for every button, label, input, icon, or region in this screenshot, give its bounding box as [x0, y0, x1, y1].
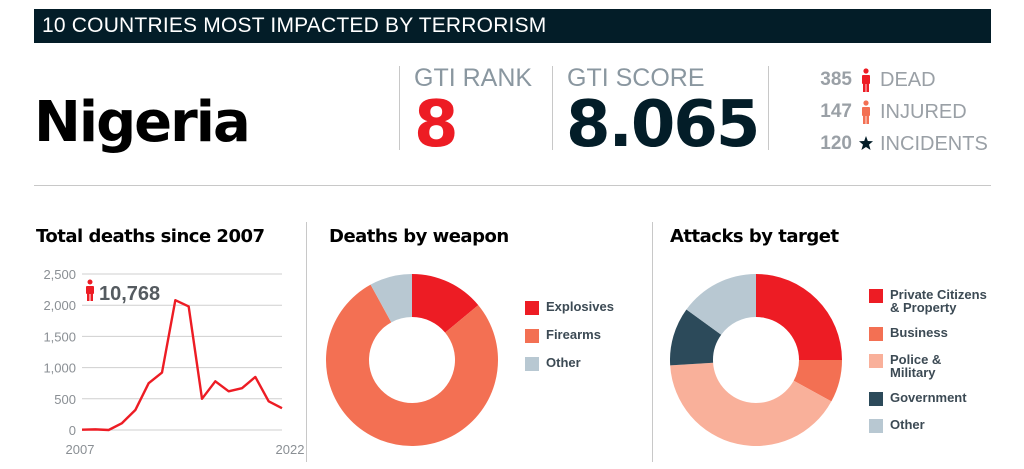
legend-item: Other — [525, 356, 614, 371]
legend-swatch — [869, 354, 883, 368]
y-tick-label: 1,000 — [43, 361, 76, 376]
person-icon — [856, 100, 876, 124]
gti-rank-value: 8 — [414, 88, 459, 162]
donut-slice — [686, 274, 756, 335]
legend-label: Business — [890, 325, 948, 340]
country-name: Nigeria — [34, 90, 251, 155]
legend-item: Police & Military — [869, 353, 987, 379]
legend-label: Other — [890, 417, 925, 432]
legend-item: Business — [869, 326, 987, 341]
legend-item: Firearms — [525, 328, 614, 343]
target-donut-chart — [670, 274, 842, 446]
page-banner: 10 COUNTRIES MOST IMPACTED BY TERRORISM — [34, 9, 991, 43]
donut-slice — [670, 362, 832, 446]
person-icon — [856, 68, 876, 92]
count-label: DEAD — [880, 68, 936, 91]
divider — [34, 185, 991, 186]
legend-label: Private Citizens & Property — [890, 287, 987, 315]
deaths-chart-title: Total deaths since 2007 — [36, 226, 265, 247]
legend-swatch — [869, 419, 883, 433]
legend-label: Other — [546, 355, 581, 370]
y-tick-label: 2,500 — [43, 267, 76, 282]
count-label: INCIDENTS — [880, 132, 988, 155]
count-value: 385 — [820, 69, 852, 90]
impact-counts: 385 DEAD 147 INJURED 120 INCIDENTS — [806, 64, 988, 160]
legend-label: Police & Military — [890, 352, 942, 380]
count-injured: 147 INJURED — [806, 96, 988, 128]
donut-slice — [793, 360, 842, 402]
legend-swatch — [525, 357, 539, 371]
target-legend: Private Citizens & Property Business Police… — [869, 288, 987, 445]
donut-slice — [412, 274, 479, 333]
donut-slice — [756, 274, 842, 360]
legend-item: Explosives — [525, 300, 614, 315]
legend-label: Government — [890, 390, 967, 405]
deaths-line-chart: 0 500 1,000 1,500 2,000 2,500 2007 2022 10,768 — [43, 267, 305, 457]
x-tick-label: 2007 — [66, 442, 95, 457]
y-tick-label: 500 — [54, 392, 76, 407]
y-tick-label: 1,500 — [43, 329, 76, 344]
legend-item: Private Citizens & Property — [869, 288, 987, 314]
count-dead: 385 DEAD — [806, 64, 988, 96]
count-incidents: 120 INCIDENTS — [806, 128, 988, 160]
legend-swatch — [525, 329, 539, 343]
deaths-line — [81, 299, 283, 432]
count-value: 147 — [820, 101, 852, 122]
star-icon — [856, 136, 876, 152]
legend-item: Government — [869, 391, 987, 406]
weapon-chart-title: Deaths by weapon — [329, 226, 509, 247]
count-label: INJURED — [880, 100, 967, 123]
donut-slice — [670, 309, 722, 366]
gti-rank-label: GTI RANK — [414, 64, 533, 92]
legend-swatch — [869, 289, 883, 303]
total-deaths-annotation: 10,768 — [99, 283, 160, 305]
donut-slice — [370, 274, 412, 323]
count-value: 120 — [820, 133, 852, 154]
person-icon — [86, 279, 94, 301]
legend-swatch — [525, 301, 539, 315]
divider — [399, 66, 400, 150]
donut-slice — [326, 284, 498, 446]
divider — [768, 66, 769, 150]
target-chart-title: Attacks by target — [670, 226, 839, 247]
y-tick-label: 0 — [69, 423, 76, 438]
y-tick-label: 2,000 — [43, 298, 76, 313]
x-tick-label: 2022 — [276, 442, 305, 457]
legend-swatch — [869, 327, 883, 341]
legend-item: Other — [869, 418, 987, 433]
weapon-donut-chart — [326, 274, 498, 446]
legend-swatch — [869, 392, 883, 406]
divider — [552, 66, 553, 150]
legend-label: Firearms — [546, 327, 601, 342]
gti-score-label: GTI SCORE — [567, 64, 705, 92]
legend-label: Explosives — [546, 299, 614, 314]
divider — [652, 222, 653, 462]
gti-score-value: 8.065 — [566, 88, 760, 162]
divider — [306, 222, 307, 462]
weapon-legend: Explosives Firearms Other — [525, 300, 614, 384]
